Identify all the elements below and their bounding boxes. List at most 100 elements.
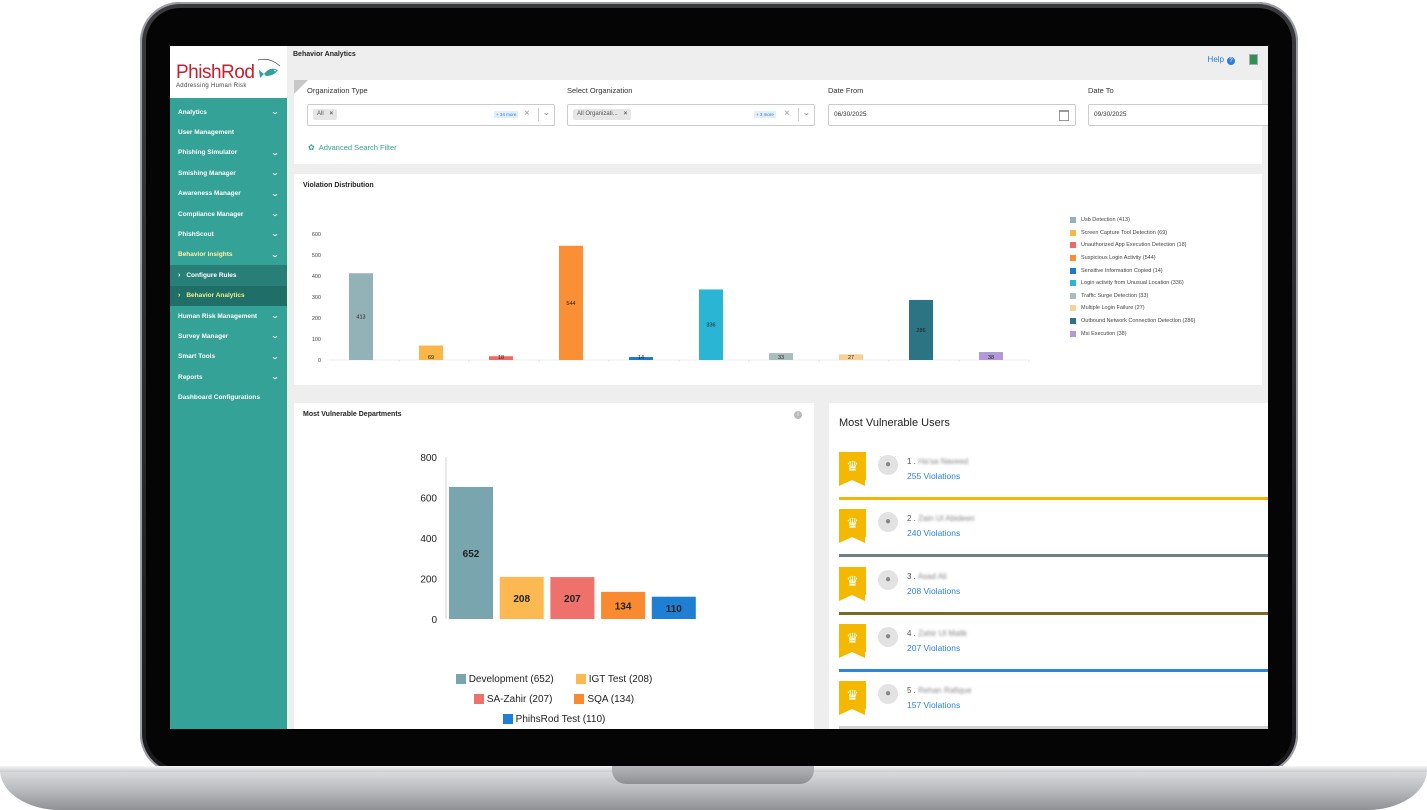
sidebar-item-smart-tools[interactable]: Smart Tools ⌄	[170, 347, 287, 367]
user-violations[interactable]: 207 Violations	[907, 642, 961, 653]
date-from-label: Date From	[828, 86, 864, 95]
legend-item[interactable]: Sensitive Information Copied (14)	[1070, 264, 1195, 277]
chevron-down-icon: ⌄	[270, 109, 280, 116]
org-type-chip[interactable]: All ×	[313, 109, 338, 120]
org-type-select[interactable]: All × + 34 more × ⌄	[307, 104, 555, 126]
chart-bar[interactable]	[769, 353, 793, 360]
export-excel-icon[interactable]	[1249, 54, 1258, 65]
user-violations[interactable]: 208 Violations	[907, 585, 961, 596]
chip-label: All Organizati...	[577, 111, 618, 117]
legend-item[interactable]: Suspicious Login Activity (544)	[1070, 252, 1195, 265]
sidebar-item-reports[interactable]: Reports ⌄	[170, 367, 287, 387]
legend-item[interactable]: Traffic Surge Detection (33)	[1070, 290, 1195, 303]
chart-bar[interactable]	[449, 486, 493, 619]
chart-bar[interactable]	[550, 577, 595, 619]
sidebar-item-analytics[interactable]: Analytics ⌄	[170, 102, 287, 122]
chip-remove-icon[interactable]: ×	[623, 111, 628, 117]
clear-icon[interactable]: ×	[524, 108, 530, 119]
legend-item[interactable]: Usb Detection (413)	[1070, 214, 1195, 227]
sidebar-item-user-management[interactable]: User Management	[170, 122, 287, 142]
legend-swatch	[1070, 229, 1076, 236]
sidebar-item-survey-manager[interactable]: Survey Manager ⌄	[170, 326, 287, 346]
legend-item[interactable]: Multiple Login Failure (27)	[1070, 302, 1195, 315]
sidebar-item-label: Awareness Manager	[178, 190, 241, 198]
chart-bar[interactable]	[419, 345, 443, 360]
logo[interactable]: PhishRod Addressing Human Risk	[170, 46, 287, 98]
y-tick-label: 400	[312, 274, 321, 280]
select-org-chip[interactable]: All Organizati... ×	[573, 109, 632, 120]
data-label: 286	[916, 328, 925, 334]
chart-bar[interactable]	[839, 354, 863, 360]
data-label: 38	[988, 355, 994, 361]
user-row[interactable]: ♛ ● 4 . Zahir Ul Malik 207 Violations	[839, 619, 1268, 676]
chart-bar[interactable]	[699, 289, 723, 360]
user-row[interactable]: ♛ ● 3 . Asad Ali 208 Violations	[839, 562, 1268, 619]
crown-icon: ♛	[839, 566, 866, 601]
sidebar-item-awareness-manager[interactable]: Awareness Manager ⌄	[170, 184, 287, 204]
data-label: 544	[566, 301, 575, 307]
sidebar-item-configure-rules[interactable]: › Configure Rules	[170, 265, 287, 286]
sidebar-item-human-risk-management[interactable]: Human Risk Management ⌄	[170, 306, 287, 326]
legend-item[interactable]: PhihsRod Test (110)	[502, 714, 605, 725]
user-row[interactable]: ♛ ● 2 . Zain Ul Abideen 240 Violations	[839, 504, 1268, 561]
calendar-icon[interactable]	[1059, 110, 1069, 121]
user-row[interactable]: ♛ ● 5 . Rehan Rafique 157 Violations	[839, 676, 1268, 729]
help-link[interactable]: Help?	[1208, 55, 1235, 65]
legend-row: SA-Zahir (207) SQA (134)	[294, 689, 814, 709]
clear-icon[interactable]: ×	[784, 108, 790, 119]
legend-item[interactable]: Outbound Network Connection Detection (2…	[1070, 315, 1195, 328]
data-label: 336	[706, 323, 715, 329]
sidebar-item-behavior-insights[interactable]: Behavior Insights ⌄	[170, 245, 287, 265]
user-name-text: Zain Ul Abideen	[918, 514, 975, 524]
chart-bar[interactable]	[489, 356, 513, 360]
legend-item[interactable]: Unauthorized App Execution Detection (18…	[1070, 239, 1195, 252]
data-label: 652	[463, 549, 480, 560]
crown-icon: ♛	[839, 509, 866, 544]
chart-bar[interactable]	[979, 352, 1003, 360]
chevron-down-icon[interactable]: ⌄	[801, 108, 811, 117]
select-org-select[interactable]: All Organizati... × + 3 more × ⌄	[567, 104, 815, 126]
sidebar-item-smishing-manager[interactable]: Smishing Manager ⌄	[170, 163, 287, 183]
chart-bar[interactable]	[349, 273, 373, 360]
sidebar-item-phishscout[interactable]: PhishScout ⌄	[170, 224, 287, 244]
sidebar-item-label: Behavior Analytics	[186, 292, 245, 300]
chevron-down-icon[interactable]: ⌄	[541, 108, 551, 117]
filter-panel: Organization Type All × + 34 more × ⌄ Sel…	[294, 80, 1268, 164]
chip-remove-icon[interactable]: ×	[329, 111, 334, 117]
sidebar-item-behavior-analytics[interactable]: › Behavior Analytics	[170, 285, 287, 306]
user-violations[interactable]: 157 Violations	[907, 700, 961, 711]
user-rank: 3 .	[907, 571, 916, 581]
legend-item[interactable]: Screen Capture Tool Detection (69)	[1070, 227, 1195, 240]
date-from-input[interactable]: 06/30/2025	[828, 104, 1076, 126]
gear-icon: ✿	[308, 143, 315, 152]
sidebar-item-dashboard-configurations[interactable]: Dashboard Configurations	[170, 387, 287, 407]
legend-item[interactable]: Login activity from Unusual Location (33…	[1070, 277, 1195, 290]
user-row-divider	[839, 668, 1268, 672]
sidebar-item-phishing-simulator[interactable]: Phishing Simulator ⌄	[170, 143, 287, 163]
chart-bar[interactable]	[601, 591, 646, 619]
chart-bar[interactable]	[909, 299, 933, 360]
chart-bar[interactable]	[499, 576, 544, 619]
user-violations[interactable]: 240 Violations	[907, 528, 961, 539]
departments-card: Most Vulnerable Departments i 0 200 400 600…	[294, 403, 814, 729]
sidebar-item-label: PhishScout	[178, 231, 214, 239]
chart-bar[interactable]	[629, 357, 653, 360]
date-to-input[interactable]: 09/30/2025	[1088, 104, 1268, 126]
user-violations[interactable]: 255 Violations	[907, 471, 961, 481]
data-label: 110	[666, 604, 683, 615]
info-icon[interactable]: i	[794, 411, 802, 419]
sidebar-item-compliance-manager[interactable]: Compliance Manager ⌄	[170, 204, 287, 224]
legend-item[interactable]: SA-Zahir (207)	[473, 694, 552, 705]
legend-item[interactable]: IGT Test (208)	[575, 674, 652, 685]
y-tick-label: 500	[312, 253, 321, 259]
date-to-value: 09/30/2025	[1094, 111, 1127, 118]
advanced-search-link[interactable]: ✿ Advanced Search Filter	[308, 143, 397, 152]
org-type-label: Organization Type	[307, 86, 368, 95]
legend-item[interactable]: Development (652)	[455, 674, 554, 685]
user-row[interactable]: ♛ ● 1 . Ha'sa Naveed 255 Violations	[839, 447, 1268, 504]
legend-item[interactable]: SQA (134)	[574, 694, 634, 705]
legend-item[interactable]: Msi Execution (38)	[1070, 327, 1195, 340]
chart-bar[interactable]	[651, 596, 696, 619]
chart-bar[interactable]	[559, 245, 583, 360]
crown-icon: ♛	[839, 681, 866, 716]
